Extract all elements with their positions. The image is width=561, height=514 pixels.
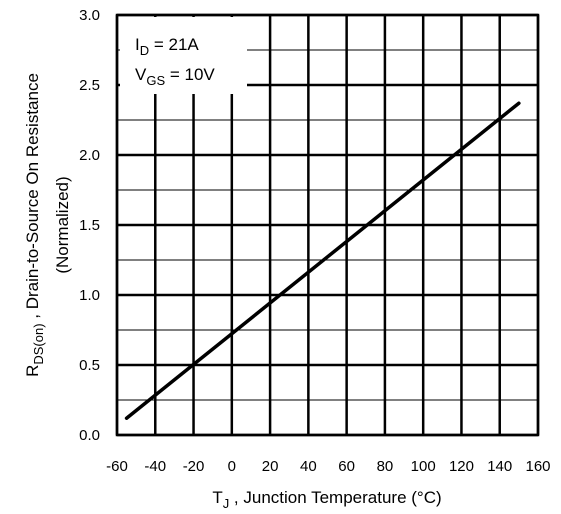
x-tick-label: -20	[183, 458, 205, 475]
x-tick-labels: -60 -40 -20 0 20 40 60 80 100 120 140 160	[106, 458, 550, 475]
annotation-vgs: VGS = 10V	[135, 65, 215, 88]
y-axis-label-line2: (Normalized)	[53, 176, 72, 273]
x-tick-label: -40	[144, 458, 166, 475]
x-axis-label: TJ , Junction Temperature (°C)	[212, 488, 441, 511]
plot-frame	[115, 13, 540, 437]
y-tick-label: 0.0	[79, 427, 100, 444]
x-tick-label: 80	[377, 458, 394, 475]
y-tick-label: 1.5	[79, 217, 100, 234]
x-tick-label: 60	[338, 458, 355, 475]
x-tick-label: 40	[300, 458, 317, 475]
y-axis-label: RDS(on) , Drain-to-Source On Resistance	[23, 73, 46, 377]
x-tick-label: 0	[228, 458, 236, 475]
y-tick-labels: 0.0 0.5 1.0 1.5 2.0 2.5 3.0	[79, 7, 100, 444]
x-tick-label: 20	[262, 458, 279, 475]
x-tick-label: -60	[106, 458, 128, 475]
y-tick-label: 1.0	[79, 287, 100, 304]
x-tick-label: 120	[449, 458, 474, 475]
x-tick-label: 140	[487, 458, 512, 475]
y-tick-label: 2.0	[79, 147, 100, 164]
annotation-id: ID = 21A	[135, 35, 199, 58]
series-line	[124, 101, 521, 420]
x-tick-label: 160	[525, 458, 550, 475]
y-tick-label: 2.5	[79, 77, 100, 94]
annotation-box	[120, 17, 247, 94]
y-tick-label: 0.5	[79, 357, 100, 374]
y-tick-label: 3.0	[79, 7, 100, 24]
x-tick-label: 100	[411, 458, 436, 475]
series	[124, 101, 521, 420]
